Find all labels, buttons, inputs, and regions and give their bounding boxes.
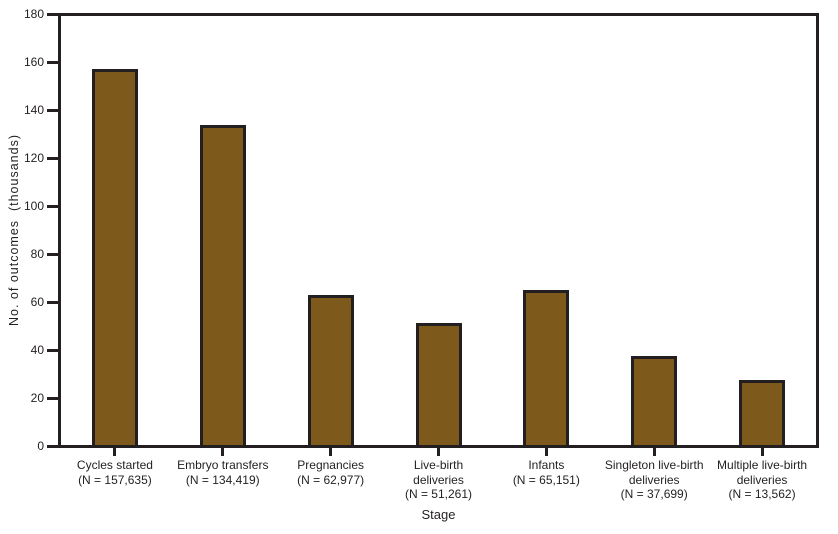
y-axis-tick (47, 397, 58, 400)
category-label-line: Infants (528, 458, 565, 472)
y-axis-tick-label: 20 (30, 390, 44, 405)
y-axis-tick (47, 205, 58, 208)
category-label-line: Singleton live-birth (604, 458, 704, 472)
y-axis-tick (47, 109, 58, 112)
category-label-cycles-started: Cycles started (N = 157,635) (51, 458, 179, 487)
bar-cycles-started (91, 69, 138, 445)
category-label-line: Embryo transfers (177, 458, 269, 472)
category-label-line: (N = 134,419) (185, 472, 260, 487)
category-label-embryo-transfers: Embryo transfers (N = 134,419) (159, 458, 287, 487)
category-label-line: (N = 157,635) (78, 472, 152, 487)
category-label-line: (N = 13,562) (728, 487, 796, 501)
category-label-line: (N = 37,699) (620, 487, 688, 501)
y-axis-tick (47, 445, 58, 448)
y-axis-tick-label: 0 (37, 438, 44, 453)
category-label-pregnancies: Pregnancies (N = 62,977) (267, 458, 395, 487)
category-label-infants: Infants (N = 65,151) (482, 458, 610, 487)
bar-live-birth-deliveries (415, 322, 462, 445)
y-axis-tick-label: 160 (23, 54, 44, 69)
x-axis-tick (652, 448, 656, 456)
y-axis-tick (47, 301, 58, 304)
y-axis-tick (47, 157, 58, 160)
category-label-line: (N = 65,151) (512, 472, 580, 487)
category-label-line: Pregnancies (297, 458, 364, 472)
category-label-line: (N = 62,977) (297, 472, 365, 487)
category-label-line: deliveries (736, 472, 788, 487)
category-label-line: Multiple live-birth (717, 458, 808, 472)
y-axis-tick-label: 120 (23, 150, 44, 165)
y-axis-tick (47, 349, 58, 352)
category-label-line: Cycles started (76, 458, 153, 472)
category-label-line: deliveries (413, 472, 464, 487)
category-label-line: Live-birth (413, 458, 464, 472)
category-label-line: deliveries (628, 472, 680, 487)
bar-embryo-transfers (199, 124, 246, 445)
y-axis-tick-label: 180 (23, 6, 44, 21)
y-axis-tick (47, 61, 58, 64)
y-axis-tick-label: 140 (23, 102, 44, 117)
y-axis-tick-label: 100 (23, 198, 44, 213)
bar-pregnancies (307, 294, 354, 445)
category-label-live-birth-deliveries: Live-birth deliveries (N = 51,261) (375, 458, 503, 502)
y-axis-tick-label: 80 (30, 246, 44, 261)
y-axis-tick-label: 60 (30, 294, 44, 309)
x-axis-tick (113, 448, 117, 456)
bar-infants (523, 289, 570, 445)
x-axis-title: Stage (421, 507, 456, 522)
x-axis-tick (329, 448, 333, 456)
y-axis-tick (47, 13, 58, 16)
bar-singleton-live-birth-deliveries (631, 355, 678, 445)
bar-multiple-live-birth-deliveries (739, 379, 786, 445)
category-label-multiple-live-birth-deliveries: Multiple live-birth deliveries (N = 13,562… (698, 458, 826, 502)
y-axis-tick-label: 40 (30, 342, 44, 357)
category-label-line: (N = 51,261) (404, 487, 473, 501)
x-axis-tick (437, 448, 440, 456)
y-axis-tick (47, 253, 58, 256)
x-axis-tick (760, 448, 764, 456)
x-axis-tick (221, 448, 225, 456)
category-label-singleton-live-birth-deliveries: Singleton live-birth deliveries (N = 37,69… (590, 458, 718, 502)
x-axis-tick (544, 448, 548, 456)
